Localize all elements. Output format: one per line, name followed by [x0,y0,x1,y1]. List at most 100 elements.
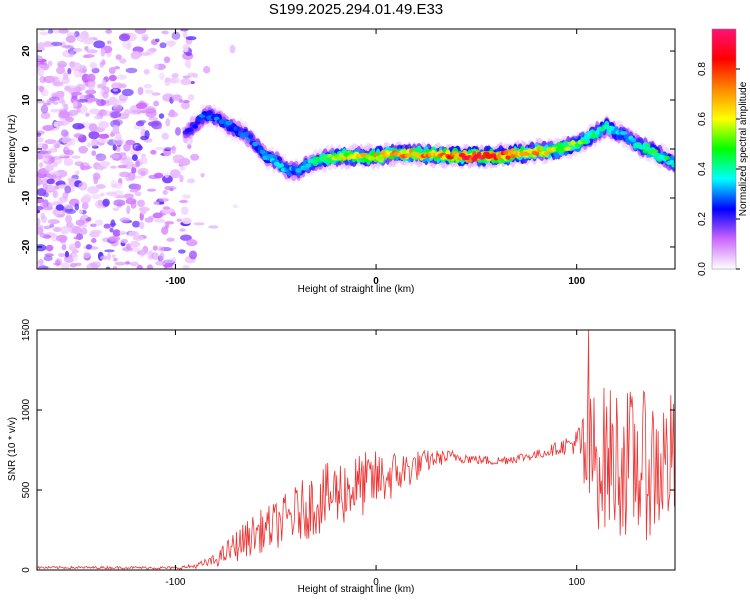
ridge-blob [609,125,614,131]
noise-blob [181,217,192,225]
noise-blob [108,74,117,82]
noise-blob [37,197,45,204]
noise-blob [76,34,88,43]
noise-blob [166,237,175,242]
noise-blob [64,250,70,258]
noise-blob [229,44,236,54]
noise-blob [50,41,63,47]
noise-blob [85,244,92,250]
noise-blob [38,64,45,68]
noise-blob [180,234,192,241]
noise-blob [37,42,45,50]
snr-y-ticks: 0 500 1000 1500 [21,318,675,573]
noise-blob [91,238,97,244]
noise-blob [122,40,132,50]
noise-blob [138,221,145,230]
noise-blob [115,107,122,113]
noise-blob [61,243,67,251]
noise-blob [181,206,189,216]
noise-blob [39,150,52,155]
noise-blob [165,40,176,47]
noise-blob [93,115,101,120]
noise-blob [85,112,90,117]
noise-blob [58,110,71,119]
noise-blob [141,33,149,42]
y-tick-label: 1000 [21,398,32,421]
ridge-blob [236,126,241,132]
noise-blob [40,112,51,120]
noise-blob [99,255,108,260]
noise-blob [64,85,71,92]
noise-blob [104,249,115,253]
noise-blob [129,240,141,248]
noise-blob [110,219,116,228]
noise-blob [108,235,121,242]
colorbar-label: Normalized spectral amplitude [738,81,749,216]
noise-blob [37,205,44,211]
noise-blob [190,80,195,85]
noise-blob [88,108,101,115]
noise-blob [37,137,44,143]
noise-blob [155,146,166,151]
noise-blob [109,227,114,233]
noise-blob [119,58,127,64]
noise-blob [58,253,66,258]
noise-blob [109,154,120,159]
noise-blob [78,181,88,191]
noise-blob [47,60,53,67]
y-tick-label: 10 [21,94,32,106]
noise-blob [91,150,97,157]
noise-blob [114,261,126,266]
noise-blob [119,217,130,223]
noise-blob [54,185,60,190]
noise-blob [73,133,84,139]
ridge-blob [341,156,347,161]
noise-blob [141,153,146,159]
noise-blob [90,138,99,148]
noise-blob [161,132,170,140]
snr-panel: -100 0 100 0 500 1000 1500 Height of straight… [7,318,676,595]
ridge-blob [510,154,516,159]
noise-blob [64,149,75,156]
noise-blob [86,97,99,102]
noise-blob [50,157,55,163]
noise-blob [143,68,150,75]
noise-blob [97,138,110,144]
noise-blob [131,164,139,168]
noise-blob [182,194,191,199]
noise-blob [56,66,66,75]
noise-blob [151,252,159,260]
noise-blob [62,45,74,49]
noise-blob [50,108,62,113]
ridge-blob [305,163,312,168]
spectrogram-x-ticks: -100 0 100 [165,29,585,287]
noise-blob [161,30,169,35]
noise-blob [177,249,186,254]
spectrogram-y-label: Frequency (Hz) [7,115,18,184]
noise-blob [193,222,205,226]
ridge-blob [669,159,675,165]
noise-blob [49,223,55,228]
ridge-blob [651,149,659,154]
noise-blob [43,255,53,262]
colorbar-ticks: 0.0 0.2 0.4 0.6 0.8 [697,62,740,276]
noise-blob [119,231,126,236]
noise-blob [73,47,83,53]
noise-blob [98,165,104,171]
noise-blob [81,202,89,210]
noise-blob [89,223,97,227]
noise-blob [169,187,174,192]
y-tick-label: -10 [21,190,32,205]
noise-blob [91,67,100,74]
noise-blob [111,254,116,259]
noise-blob [232,204,238,209]
noise-blob [125,67,138,74]
noise-blob [40,104,49,114]
noise-blob [100,48,106,57]
noise-blob [187,144,192,150]
noise-blob [101,110,111,117]
noise-blob [146,264,154,269]
noise-blob [110,165,117,169]
noise-blob [125,198,137,205]
noise-blob [130,51,141,60]
